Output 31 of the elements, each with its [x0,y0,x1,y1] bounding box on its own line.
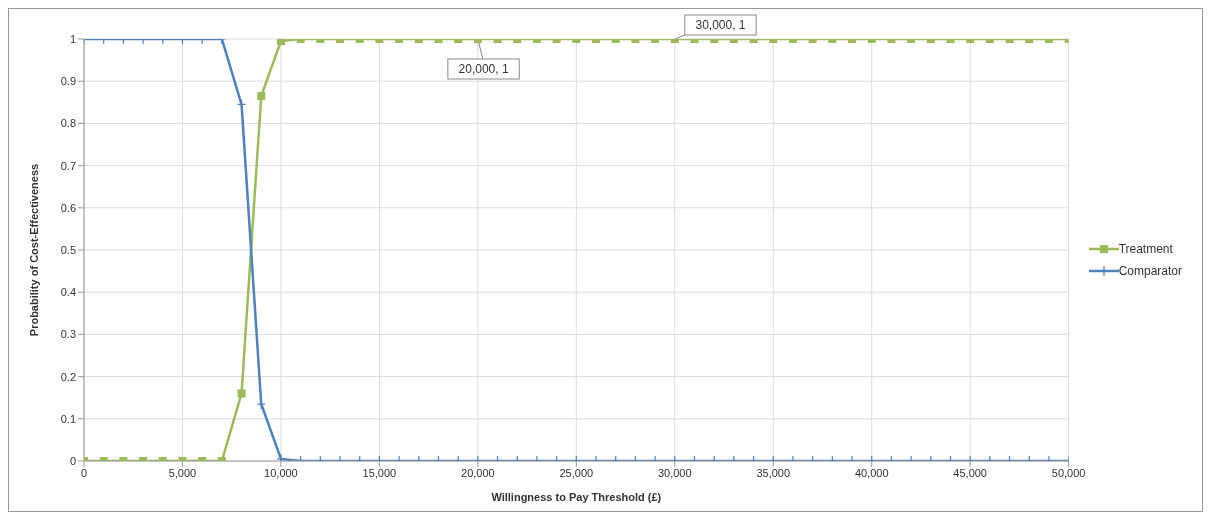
legend-label: Comparator [1118,263,1182,280]
y-tick-label: 0.6 [60,201,76,214]
x-tick-label: 30,000 [657,466,692,479]
point [276,39,285,46]
x-tick-label: 45,000 [953,466,987,479]
x-axis-title: Willingness to Pay Threshold (£) [491,491,662,503]
annotation: 20,000, 1 [458,62,509,76]
x-tick-label: 35,000 [756,466,791,479]
x-tick-label: 5,000 [168,466,197,479]
y-axis-title: Probability of Cost-Effectiveness [27,163,40,337]
x-tick-label: 10,000 [264,466,298,479]
y-tick-label: 0.1 [60,412,76,425]
y-tick-label: 0.2 [60,370,76,383]
point [257,91,266,100]
y-tick-label: 0.8 [60,117,76,130]
y-tick-label: 1 [69,32,76,45]
y-tick-label: 0 [69,454,76,467]
x-tick-label: 40,000 [854,466,889,479]
x-tick-label: 20,000 [461,466,495,479]
y-tick-label: 0.9 [60,75,76,88]
point [276,453,286,461]
x-tick-label: 0 [80,466,88,479]
annotation: 30,000, 1 [695,18,746,32]
x-tick-label: 15,000 [362,466,397,479]
y-tick-label: 0.3 [60,328,76,341]
y-tick-label: 0.5 [60,243,76,256]
x-tick-label: 25,000 [559,466,594,479]
y-tick-label: 0.7 [60,159,76,172]
legend-label: Treatment [1118,241,1173,258]
y-tick-label: 0.4 [60,286,76,299]
x-tick-label: 50,000 [1051,466,1086,479]
